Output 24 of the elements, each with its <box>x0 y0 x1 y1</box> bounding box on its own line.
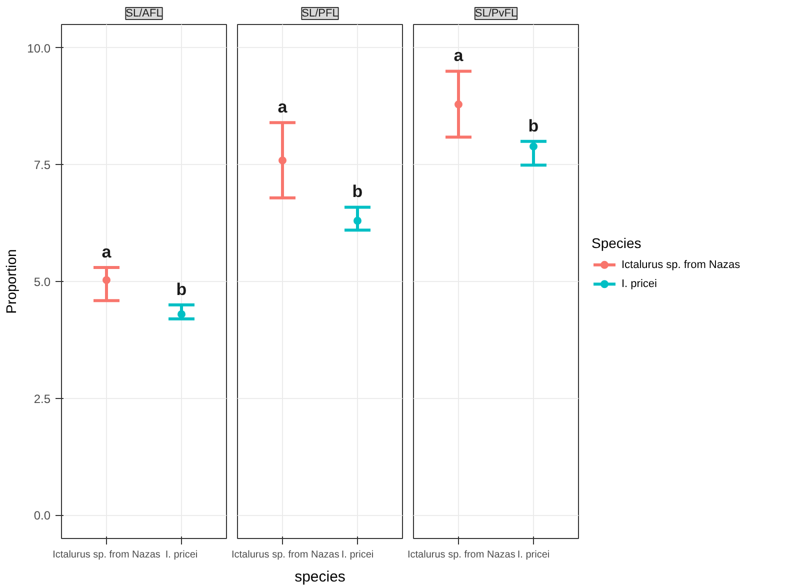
annotation: a <box>454 46 464 66</box>
x-tick-label: Ictalurus sp. from Nazas <box>52 550 160 560</box>
annotation: b <box>176 280 187 299</box>
legend-title: Species <box>592 235 642 252</box>
x-tick-label: Ictalurus sp. from Nazas <box>232 550 340 560</box>
chart-title: SL/PFL <box>302 8 338 20</box>
y-axis-title: Proportion <box>3 249 20 314</box>
y-tick-label: 0.0 <box>34 508 51 523</box>
y-tick-label: 10.0 <box>27 41 51 56</box>
legend-label: I. pricei <box>622 278 657 290</box>
annotation: a <box>278 98 288 117</box>
legend-label: Ictalurus sp. from Nazas <box>622 258 741 271</box>
x-tick-label: I. pricei <box>517 550 550 560</box>
annotation: b <box>528 116 539 136</box>
annotation: a <box>102 242 112 262</box>
y-tick-label: 2.5 <box>34 392 51 406</box>
x-tick-label: I. pricei <box>165 550 198 560</box>
y-tick-label: 7.5 <box>34 158 51 172</box>
y-tick-label: 5.0 <box>34 275 51 289</box>
x-tick-label: I. pricei <box>341 550 374 560</box>
x-axis-title: species <box>294 568 346 586</box>
annotation: b <box>352 182 363 202</box>
chart-title: SL/AFL <box>126 8 162 20</box>
x-tick-label: Ictalurus sp. from Nazas <box>408 550 516 560</box>
